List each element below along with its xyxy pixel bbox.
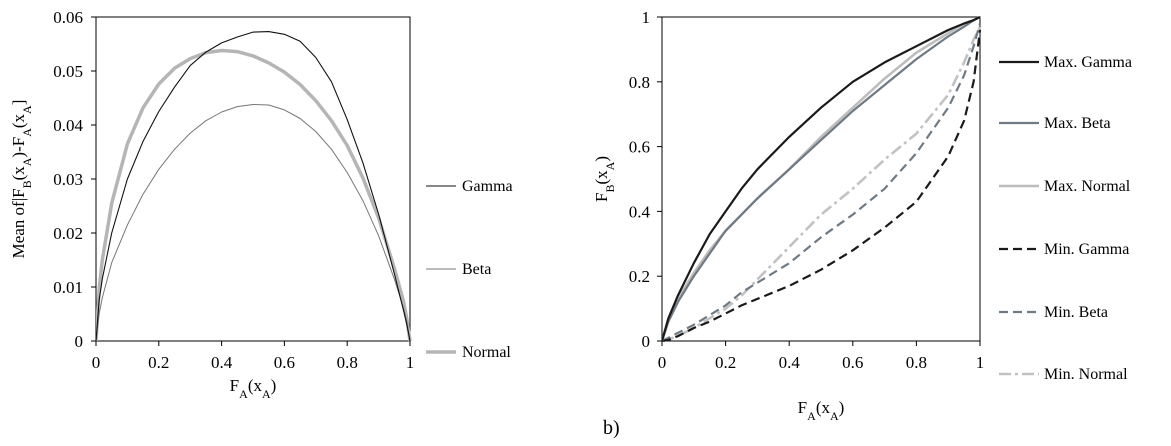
y-tick-label-a: 0	[75, 332, 84, 351]
chart-a: 0 0.01 0.02 0.03 0.04 0.05 0.06 0 0.2 0.4 0.6 0.8 1 F…	[9, 8, 513, 401]
x-tick-label-b: 0.4	[779, 353, 801, 372]
plot-frame-b	[661, 16, 981, 342]
legend-label-min-normal: Min. Normal	[1044, 366, 1128, 383]
legend-label-max-beta: Max. Beta	[1044, 115, 1111, 132]
y-tick-label-a: 0.02	[53, 224, 83, 243]
y-tick-label-b: 0.6	[629, 138, 650, 157]
y-tick-label-b: 0.4	[629, 202, 651, 221]
series-line-min-beta	[662, 23, 982, 342]
x-tick-label-a: 0	[92, 353, 101, 372]
series-line-min-normal	[662, 26, 982, 343]
y-axis-label-a: Mean of|FB(xA)-FA(xA]	[9, 100, 34, 259]
legend-label-normal: Normal	[462, 344, 511, 361]
legend-label-gamma: Gamma	[462, 178, 513, 195]
y-tick-label-a: 0.06	[53, 8, 83, 27]
series-line-max-beta	[662, 16, 981, 342]
legend-label-min-beta: Min. Beta	[1044, 304, 1108, 321]
legend-label-beta: Beta	[462, 261, 491, 278]
x-tick-label-b: 0.6	[842, 353, 863, 372]
panel-label: b)	[603, 417, 620, 439]
y-tick-label-a: 0.04	[53, 116, 83, 135]
x-tick-label-a: 0.4	[211, 353, 233, 372]
chart-b: 0 0.2 0.4 0.6 0.8 1 0 0.2 0.4 0.6 0.8 1 FA(xA) FB(xA)…	[592, 8, 1132, 423]
x-axis-label-b: FA(xA)	[798, 398, 845, 423]
y-axis-label-b: FB(xA)	[592, 156, 617, 202]
series-line-max-gamma	[662, 16, 981, 342]
y-tick-label-b: 0	[642, 332, 651, 351]
x-tick-label-b: 0	[658, 353, 667, 372]
y-tick-label-b: 0.2	[629, 267, 650, 286]
series-line-max-normal	[662, 15, 981, 342]
x-tick-label-b: 1	[976, 353, 985, 372]
x-tick-label-a: 0.6	[274, 353, 295, 372]
series-line-min-gamma	[662, 29, 982, 343]
x-tick-label-b: 0.2	[715, 353, 736, 372]
legend-label-max-normal: Max. Normal	[1044, 178, 1131, 195]
x-tick-label-a: 1	[406, 353, 415, 372]
y-tick-label-b: 0.8	[629, 73, 650, 92]
series-group-b	[662, 15, 982, 343]
x-tick-label-a: 0.8	[337, 353, 358, 372]
legend-label-min-gamma: Min. Gamma	[1044, 241, 1129, 258]
x-axis-label-a: FA(xA)	[230, 376, 277, 401]
series-line-gamma	[96, 31, 411, 342]
series-line-normal	[96, 48, 412, 342]
series-group-a	[96, 31, 412, 342]
y-tick-label-a: 0.01	[53, 278, 83, 297]
y-tick-label-a: 0.05	[53, 62, 83, 81]
y-tick-label-a: 0.03	[53, 170, 83, 189]
x-tick-label-b: 0.8	[906, 353, 927, 372]
legend-label-max-gamma: Max. Gamma	[1044, 54, 1132, 71]
series-line-beta	[96, 104, 411, 342]
y-tick-label-b: 1	[642, 8, 651, 27]
x-tick-label-a: 0.2	[148, 353, 169, 372]
